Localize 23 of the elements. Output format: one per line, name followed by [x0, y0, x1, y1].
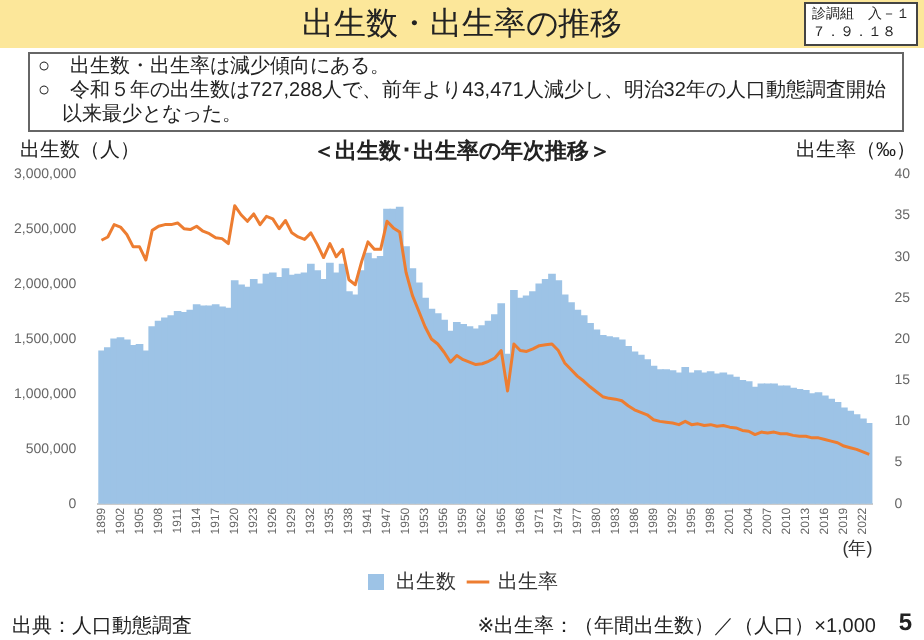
bar — [865, 422, 873, 504]
bar — [370, 258, 379, 504]
source-note: 出典：人口動態調査 — [12, 613, 192, 640]
bar — [167, 315, 176, 504]
bar — [478, 325, 487, 504]
bar — [129, 344, 138, 504]
chart-title: 出生数・出生率の推移 — [302, 8, 622, 42]
text: 5 — [898, 608, 912, 636]
text: ○ 令和５年の出生数は727,288人で、前年より43,471人減少し、明治32年の人口動態調査開始以来最少となった。 — [38, 80, 888, 128]
y-axis-title: 出生数（人） — [20, 137, 140, 164]
legend-label: 出生率 — [498, 569, 558, 594]
text: ※出生率：（年間出生数）／（人口）×1,000 — [477, 613, 876, 640]
bar — [186, 309, 195, 504]
bar — [313, 270, 322, 504]
y2-axis-title: 出生率（‰） — [796, 137, 916, 164]
chart-subtitle: ＜出生数･出生率の年次推移＞ — [313, 140, 611, 164]
bar — [497, 303, 506, 504]
text: ○ 出生数・出生率は減少傾向にある。 — [38, 56, 393, 79]
bar — [554, 280, 563, 504]
x-axis-title: (年) — [842, 538, 873, 559]
bar — [148, 326, 157, 504]
legend-label: 出生数 — [396, 569, 456, 594]
bar — [205, 305, 214, 504]
